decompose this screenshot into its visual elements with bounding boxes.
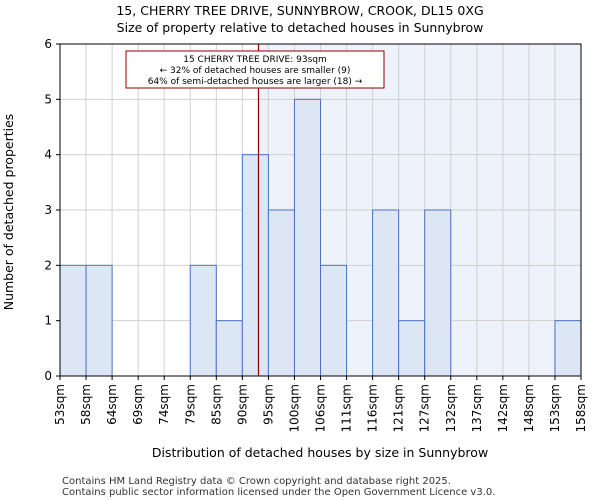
x-tick-label: 116sqm <box>366 384 380 432</box>
x-tick-label: 95sqm <box>261 384 275 425</box>
bar-100sqm <box>293 98 322 377</box>
footer-line-2: Contains public sector information licen… <box>62 487 495 498</box>
bar-53sqm <box>59 264 87 377</box>
x-tick-label: 58sqm <box>79 384 93 425</box>
annotation-line-1: 15 CHERRY TREE DRIVE: 93sqm <box>183 55 327 65</box>
x-tick-label: 148sqm <box>522 384 536 432</box>
plot-area: 15 CHERRY TREE DRIVE: 93sqm← 32% of deta… <box>59 43 582 377</box>
x-tick-label: 142sqm <box>496 384 510 432</box>
bar-85sqm <box>215 320 243 377</box>
y-tick-label: 4 <box>44 148 52 162</box>
footer-line-1: Contains HM Land Registry data © Crown c… <box>62 476 451 487</box>
bar-116sqm <box>372 209 400 377</box>
x-tick-label: 111sqm <box>340 384 354 432</box>
y-axis-ticks: 0 1 2 3 4 5 6 <box>44 37 60 383</box>
bar-153sqm <box>554 320 582 377</box>
x-tick-label: 69sqm <box>131 384 145 425</box>
bar-79sqm <box>189 264 217 377</box>
y-tick-label: 3 <box>44 203 52 217</box>
bar-58sqm <box>85 264 113 377</box>
y-tick-label: 1 <box>44 314 52 328</box>
bar-95sqm <box>267 209 295 377</box>
x-tick-label: 127sqm <box>418 384 432 432</box>
x-tick-label: 132sqm <box>444 384 458 432</box>
chart-title: 15, CHERRY TREE DRIVE, SUNNYBROW, CROOK,… <box>116 3 483 18</box>
y-tick-label: 5 <box>44 92 52 106</box>
bar-121sqm <box>398 320 426 377</box>
x-axis-label: Distribution of detached houses by size … <box>152 445 488 460</box>
annotation-line-2: ← 32% of detached houses are smaller (9) <box>160 66 351 76</box>
x-tick-label: 85sqm <box>209 384 223 425</box>
annotation-line-3: 64% of semi-detached houses are larger (… <box>148 77 363 87</box>
y-tick-label: 2 <box>44 258 52 272</box>
y-axis-label: Number of detached properties <box>1 114 16 311</box>
x-tick-label: 90sqm <box>235 384 249 425</box>
x-tick-label: 106sqm <box>314 384 328 432</box>
x-tick-label: 53sqm <box>53 384 67 425</box>
y-tick-label: 6 <box>44 37 52 51</box>
x-tick-label: 137sqm <box>470 384 484 432</box>
x-tick-label: 153sqm <box>548 384 562 432</box>
bar-90sqm <box>241 154 269 377</box>
x-tick-label: 74sqm <box>157 384 171 425</box>
x-tick-label: 100sqm <box>287 384 301 432</box>
x-axis-ticks: 53sqm 58sqm 64sqm 69sqm 74sqm 79sqm 85sqm 90sqm… <box>53 376 588 432</box>
bar-106sqm <box>320 264 348 377</box>
y-tick-label: 0 <box>44 369 52 383</box>
chart-subtitle: Size of property relative to detached ho… <box>117 20 484 35</box>
x-tick-label: 158sqm <box>574 384 588 432</box>
annotation-box <box>125 50 385 89</box>
x-tick-label: 64sqm <box>105 384 119 425</box>
x-tick-label: 121sqm <box>392 384 406 432</box>
x-tick-label: 79sqm <box>183 384 197 425</box>
bar-127sqm <box>424 209 452 377</box>
